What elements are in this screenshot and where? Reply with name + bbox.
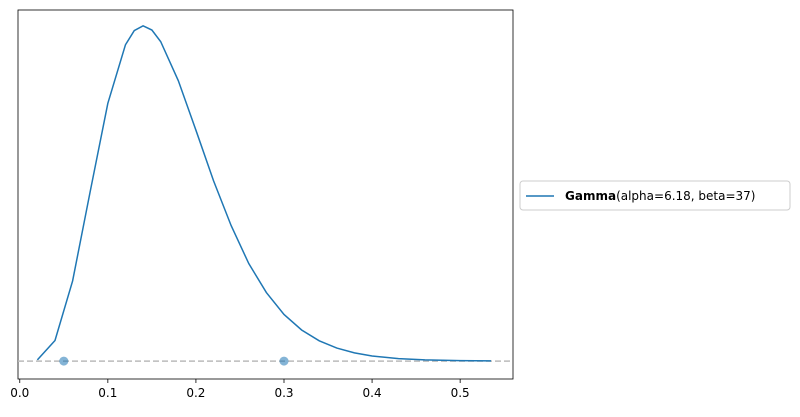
x-tick-label: 0.2 <box>186 386 205 400</box>
legend-label: Gamma(alpha=6.18, beta=37) <box>565 189 755 203</box>
x-tick-label: 0.1 <box>98 386 117 400</box>
line <box>36 24 491 362</box>
legend-params: (alpha=6.18, beta=37) <box>616 189 755 203</box>
legend-name: Gamma <box>565 189 616 203</box>
x-tick-label: 0.5 <box>451 386 470 400</box>
axes-frame <box>17 9 514 380</box>
point <box>279 356 289 366</box>
x-tick-label: 0.0 <box>10 386 29 400</box>
x-tick-label: 0.4 <box>363 386 382 400</box>
legend-box <box>519 180 791 211</box>
point <box>59 356 69 366</box>
x-tick-label: 0.3 <box>274 386 293 400</box>
